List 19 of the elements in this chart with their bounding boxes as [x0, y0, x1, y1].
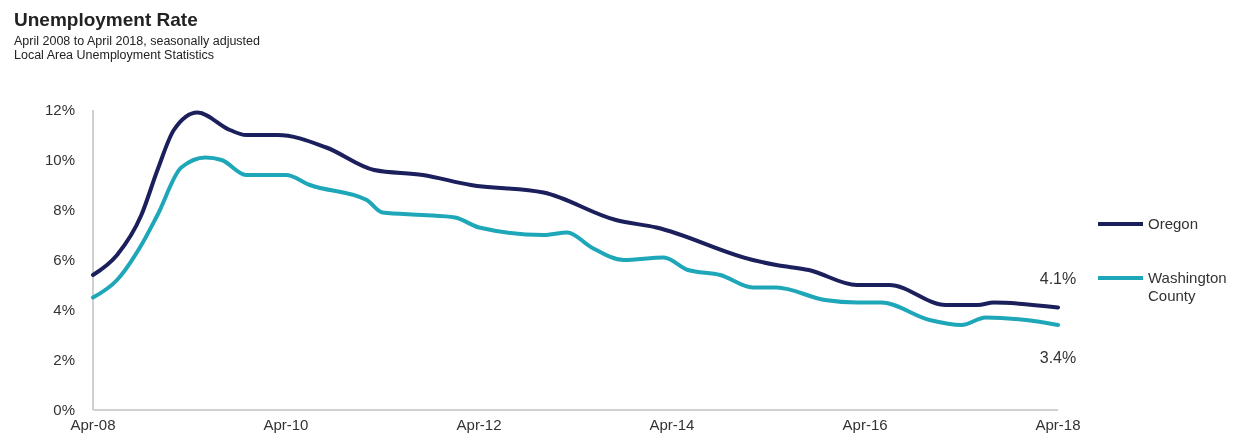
annotation: 4.1% — [1039, 269, 1077, 287]
y-tick-label: 12% — [44, 101, 75, 119]
x-tick-label: Apr-08 — [70, 416, 116, 433]
y-tick-label: 8% — [53, 201, 75, 219]
y-tick-label: 6% — [53, 251, 75, 269]
x-tick-label: Apr-16 — [842, 416, 888, 433]
chart-title: Unemployment Rate — [14, 9, 198, 30]
y-tick-label: 4% — [53, 301, 75, 319]
y-tick-label: 0% — [53, 401, 75, 419]
chart-subtitle: April 2008 to April 2018, seasonally adjusted Local Area Unemployment Statistics — [14, 34, 261, 62]
x-tick-label: Apr-12 — [456, 416, 502, 433]
annotation: 3.4% — [1039, 349, 1077, 366]
x-tick-label: Apr-18 — [1035, 416, 1081, 433]
legend-label: Washington County — [1148, 269, 1227, 305]
x-tick-label: Apr-10 — [263, 416, 309, 433]
x-tick-label: Apr-14 — [649, 416, 695, 433]
legend-label: Oregon — [1148, 215, 1199, 233]
y-tick-label: 10% — [44, 151, 75, 169]
y-tick-label: 2% — [53, 351, 75, 369]
